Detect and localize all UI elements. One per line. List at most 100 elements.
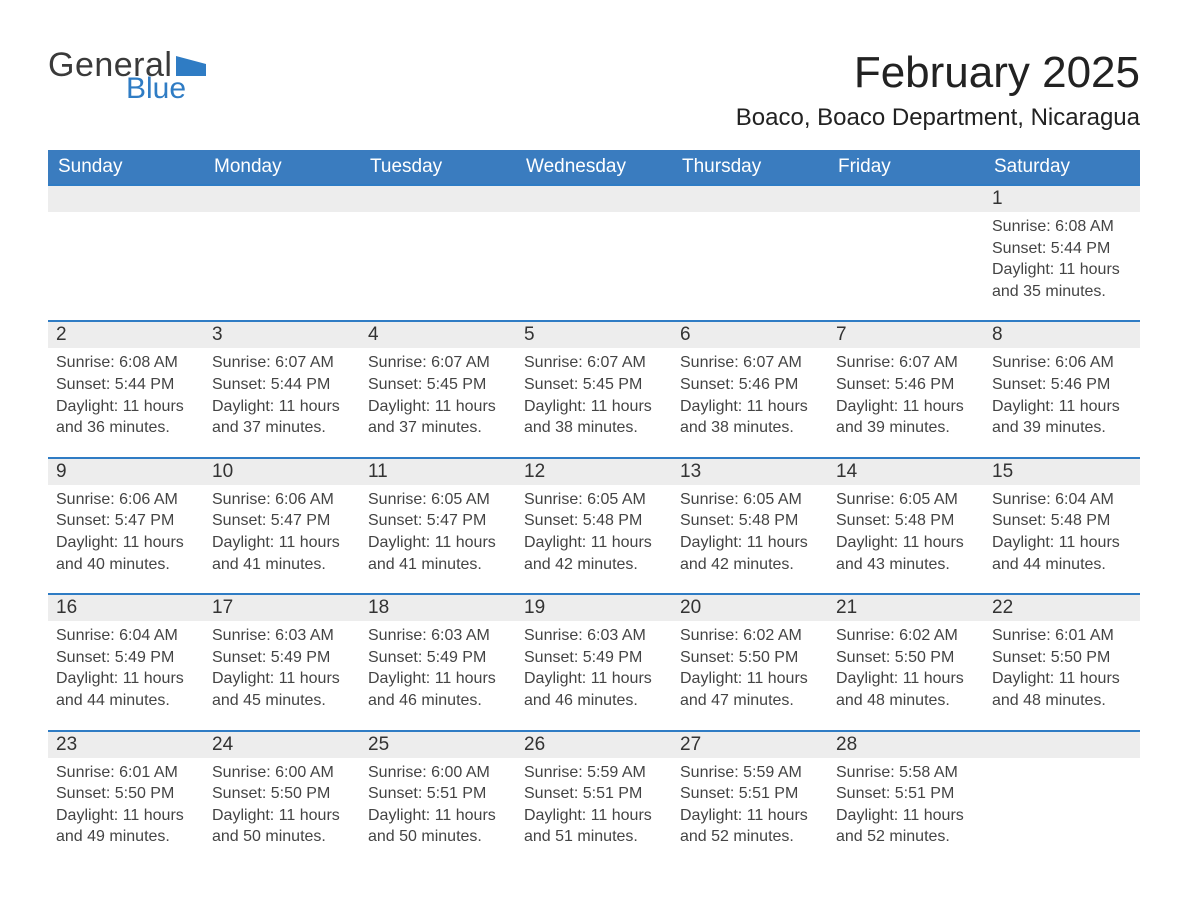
- day-number: 8: [984, 322, 1140, 348]
- day-number: 4: [360, 322, 516, 348]
- calendar-day-cell: 15Sunrise: 6:04 AMSunset: 5:48 PMDayligh…: [984, 458, 1140, 594]
- sunset-label: Sunset:: [368, 785, 422, 802]
- calendar-day-cell: [360, 185, 516, 321]
- day-body: Sunrise: 6:05 AMSunset: 5:47 PMDaylight:…: [360, 485, 516, 593]
- calendar-day-cell: 19Sunrise: 6:03 AMSunset: 5:49 PMDayligh…: [516, 594, 672, 730]
- daylight-label: Daylight:: [680, 807, 742, 824]
- calendar-day-cell: 12Sunrise: 6:05 AMSunset: 5:48 PMDayligh…: [516, 458, 672, 594]
- day-body: Sunrise: 5:59 AMSunset: 5:51 PMDaylight:…: [516, 758, 672, 866]
- sunset-value: 5:49 PM: [271, 649, 331, 666]
- sunrise-value: 6:01 AM: [119, 764, 178, 781]
- daylight-label: Daylight:: [56, 534, 118, 551]
- sunset-label: Sunset:: [680, 512, 734, 529]
- daylight-label: Daylight:: [524, 670, 586, 687]
- sunset-value: 5:47 PM: [115, 512, 175, 529]
- sunset-label: Sunset:: [524, 649, 578, 666]
- daylight-label: Daylight:: [680, 398, 742, 415]
- calendar-day-cell: 21Sunrise: 6:02 AMSunset: 5:50 PMDayligh…: [828, 594, 984, 730]
- sunset-label: Sunset:: [212, 512, 266, 529]
- sunset-value: 5:49 PM: [583, 649, 643, 666]
- sunset-label: Sunset:: [836, 785, 890, 802]
- day-body: Sunrise: 6:01 AMSunset: 5:50 PMDaylight:…: [984, 621, 1140, 729]
- day-body: [984, 758, 1140, 858]
- day-body: Sunrise: 6:00 AMSunset: 5:50 PMDaylight:…: [204, 758, 360, 866]
- day-number: 7: [828, 322, 984, 348]
- day-number: 13: [672, 459, 828, 485]
- sunset-label: Sunset:: [56, 649, 110, 666]
- sunrise-value: 5:59 AM: [743, 764, 802, 781]
- location-subtitle: Boaco, Boaco Department, Nicaragua: [736, 104, 1140, 132]
- day-body: [204, 212, 360, 312]
- weekday-header: Saturday: [984, 150, 1140, 185]
- sunrise-value: 6:02 AM: [743, 627, 802, 644]
- sunrise-value: 6:08 AM: [1055, 218, 1114, 235]
- day-number: 6: [672, 322, 828, 348]
- daylight-label: Daylight:: [992, 261, 1054, 278]
- sunrise-label: Sunrise:: [212, 627, 271, 644]
- sunset-label: Sunset:: [680, 649, 734, 666]
- day-body: Sunrise: 6:03 AMSunset: 5:49 PMDaylight:…: [360, 621, 516, 729]
- day-body: Sunrise: 6:04 AMSunset: 5:48 PMDaylight:…: [984, 485, 1140, 593]
- daylight-label: Daylight:: [992, 398, 1054, 415]
- calendar-day-cell: 14Sunrise: 6:05 AMSunset: 5:48 PMDayligh…: [828, 458, 984, 594]
- sunset-value: 5:44 PM: [115, 376, 175, 393]
- calendar-day-cell: [828, 185, 984, 321]
- sunset-value: 5:45 PM: [583, 376, 643, 393]
- daylight-label: Daylight:: [368, 670, 430, 687]
- day-body: Sunrise: 6:02 AMSunset: 5:50 PMDaylight:…: [828, 621, 984, 729]
- sunrise-value: 6:03 AM: [587, 627, 646, 644]
- calendar-week-row: 1Sunrise: 6:08 AMSunset: 5:44 PMDaylight…: [48, 185, 1140, 321]
- sunrise-value: 6:07 AM: [275, 354, 334, 371]
- sunrise-value: 6:07 AM: [899, 354, 958, 371]
- calendar-day-cell: 27Sunrise: 5:59 AMSunset: 5:51 PMDayligh…: [672, 731, 828, 866]
- day-body: Sunrise: 6:07 AMSunset: 5:46 PMDaylight:…: [828, 348, 984, 456]
- sunset-label: Sunset:: [56, 512, 110, 529]
- brand-logo: General Blue: [48, 48, 206, 104]
- day-body: [48, 212, 204, 312]
- day-body: Sunrise: 5:58 AMSunset: 5:51 PMDaylight:…: [828, 758, 984, 866]
- calendar-day-cell: 9Sunrise: 6:06 AMSunset: 5:47 PMDaylight…: [48, 458, 204, 594]
- sunrise-value: 6:06 AM: [119, 491, 178, 508]
- daylight-label: Daylight:: [524, 807, 586, 824]
- day-number: [48, 186, 204, 212]
- sunset-label: Sunset:: [56, 376, 110, 393]
- calendar-day-cell: 6Sunrise: 6:07 AMSunset: 5:46 PMDaylight…: [672, 321, 828, 457]
- sunrise-label: Sunrise:: [56, 354, 115, 371]
- sunrise-label: Sunrise:: [836, 764, 895, 781]
- day-number: 3: [204, 322, 360, 348]
- daylight-label: Daylight:: [524, 398, 586, 415]
- sunrise-label: Sunrise:: [56, 764, 115, 781]
- sunrise-value: 6:07 AM: [743, 354, 802, 371]
- day-number: 17: [204, 595, 360, 621]
- sunset-label: Sunset:: [524, 512, 578, 529]
- day-body: Sunrise: 6:05 AMSunset: 5:48 PMDaylight:…: [516, 485, 672, 593]
- sunset-label: Sunset:: [680, 376, 734, 393]
- sunrise-label: Sunrise:: [836, 627, 895, 644]
- sunrise-label: Sunrise:: [368, 491, 427, 508]
- day-number: 21: [828, 595, 984, 621]
- daylight-label: Daylight:: [212, 807, 274, 824]
- daylight-label: Daylight:: [992, 670, 1054, 687]
- weekday-header: Wednesday: [516, 150, 672, 185]
- sunrise-label: Sunrise:: [992, 218, 1051, 235]
- day-body: Sunrise: 6:03 AMSunset: 5:49 PMDaylight:…: [516, 621, 672, 729]
- day-body: Sunrise: 6:06 AMSunset: 5:47 PMDaylight:…: [48, 485, 204, 593]
- sunrise-label: Sunrise:: [524, 354, 583, 371]
- day-number: 28: [828, 732, 984, 758]
- sunrise-value: 6:06 AM: [275, 491, 334, 508]
- day-number: [516, 186, 672, 212]
- calendar-table: SundayMondayTuesdayWednesdayThursdayFrid…: [48, 150, 1140, 866]
- day-body: Sunrise: 6:07 AMSunset: 5:45 PMDaylight:…: [516, 348, 672, 456]
- sunset-value: 5:46 PM: [1051, 376, 1111, 393]
- day-body: [672, 212, 828, 312]
- day-number: 20: [672, 595, 828, 621]
- title-block: February 2025 Boaco, Boaco Department, N…: [736, 48, 1140, 142]
- sunrise-value: 6:03 AM: [275, 627, 334, 644]
- header-bar: General Blue February 2025 Boaco, Boaco …: [48, 48, 1140, 142]
- day-body: Sunrise: 6:04 AMSunset: 5:49 PMDaylight:…: [48, 621, 204, 729]
- calendar-day-cell: 22Sunrise: 6:01 AMSunset: 5:50 PMDayligh…: [984, 594, 1140, 730]
- day-body: Sunrise: 6:05 AMSunset: 5:48 PMDaylight:…: [672, 485, 828, 593]
- day-body: [828, 212, 984, 312]
- sunset-label: Sunset:: [992, 649, 1046, 666]
- day-number: 26: [516, 732, 672, 758]
